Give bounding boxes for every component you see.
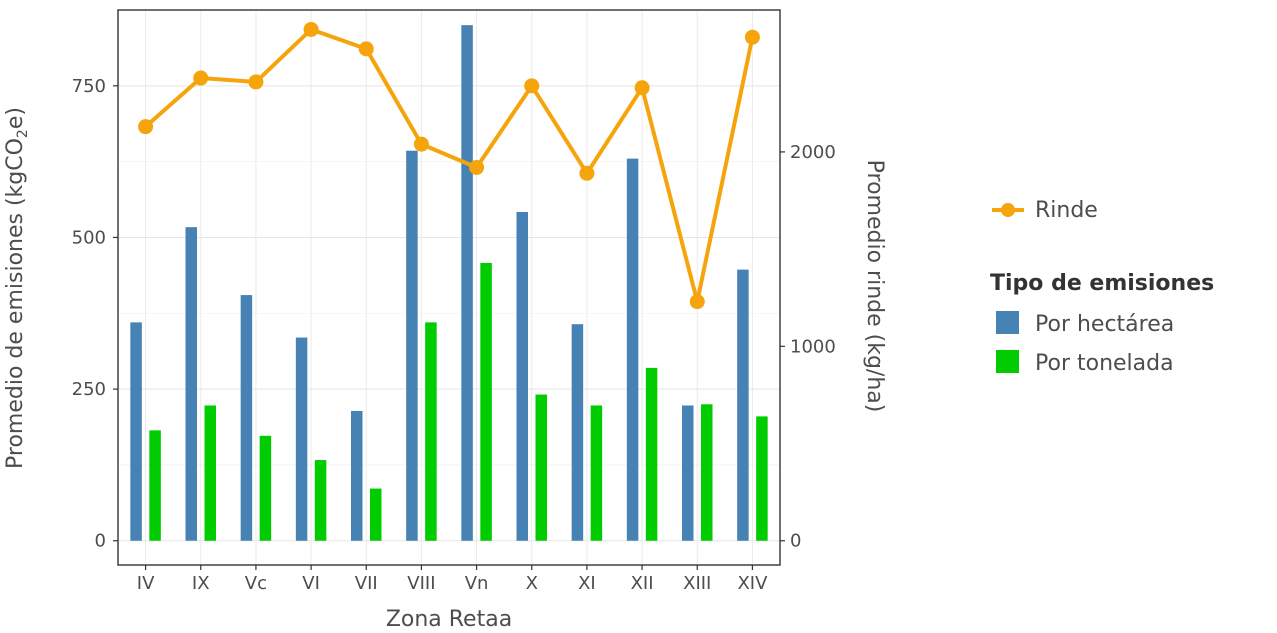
rinde-line-path <box>144 27 755 304</box>
bar-por-tonelada <box>701 404 713 541</box>
bar-por-hectarea <box>295 337 308 541</box>
bars <box>130 25 768 541</box>
y2-tick-label: 2000 <box>790 142 836 163</box>
bar-por-tonelada <box>314 460 327 541</box>
bar-por-hectarea <box>626 158 639 541</box>
panel-border <box>117 9 781 566</box>
x-tick-label: XIV <box>737 573 768 594</box>
bar-por-hectarea <box>571 324 584 541</box>
y-tick-label: 750 <box>72 76 106 97</box>
rinde-point <box>303 21 319 37</box>
bar-por-hectarea <box>737 269 749 541</box>
rinde-point <box>413 136 429 152</box>
bar-por-tonelada <box>370 488 382 541</box>
rinde-point <box>579 165 595 181</box>
grid <box>118 10 780 565</box>
bar-por-hectarea <box>682 405 694 541</box>
bar-por-tonelada <box>259 435 272 541</box>
y-tick-label: 0 <box>95 531 106 552</box>
legend-title: Tipo de emisiones <box>990 271 1214 296</box>
legend-swatch-por-tonelada <box>996 350 1019 373</box>
y-tick-label: 500 <box>72 227 106 248</box>
bar-por-tonelada <box>590 405 603 541</box>
bar-por-tonelada <box>425 322 437 541</box>
y-tick-label: 250 <box>72 379 106 400</box>
y2-tick-label: 1000 <box>790 336 836 357</box>
rinde-point <box>744 29 760 45</box>
y-axis-title-main: Promedio de emisiones (kgCO <box>3 138 28 469</box>
bar-por-hectarea <box>406 150 418 541</box>
legend-swatch-por-hectarea <box>996 311 1019 334</box>
y-axis-title-subscript: 2 <box>15 129 31 138</box>
rinde-line <box>138 21 760 310</box>
legend-label-por-hectarea: Por hectárea <box>1035 312 1174 337</box>
rinde-point <box>248 74 264 90</box>
x-tick-label: Vc <box>245 573 267 594</box>
rinde-point <box>524 78 540 94</box>
rinde-point <box>138 119 154 135</box>
bar-por-hectarea <box>351 410 363 541</box>
y2-tick-label: 0 <box>790 531 801 552</box>
y-axis-ticks: 0 250 500 750 <box>72 76 118 552</box>
x-axis-title: Zona Retaa <box>386 607 512 632</box>
x-tick-label: VIII <box>407 573 435 594</box>
bar-por-hectarea <box>240 295 253 541</box>
x-tick-label: VII <box>355 573 378 594</box>
y-axis-title: Promedio de emisiones (kgCO2e) <box>3 107 31 469</box>
x-tick-label: XI <box>578 573 596 594</box>
legend: Rinde Tipo de emisiones Por hectárea Por… <box>990 198 1214 376</box>
x-tick-label: VI <box>302 573 320 594</box>
y2-axis-ticks: 0 1000 2000 <box>780 142 836 552</box>
rinde-point <box>689 294 705 310</box>
bar-por-tonelada <box>149 430 161 541</box>
bar-por-tonelada <box>535 394 547 541</box>
rinde-point <box>193 70 209 86</box>
bar-por-tonelada <box>204 405 216 541</box>
x-tick-label: IV <box>137 573 155 594</box>
legend-rinde-label: Rinde <box>1035 198 1098 223</box>
legend-label-por-tonelada: Por tonelada <box>1035 351 1174 376</box>
x-tick-label: XIII <box>683 573 711 594</box>
y2-axis-title: Promedio rinde (kg/ha) <box>862 160 887 413</box>
bar-por-tonelada <box>480 262 492 541</box>
x-tick-label: X <box>526 573 538 594</box>
bar-por-tonelada <box>756 416 768 541</box>
bar-por-hectarea <box>516 211 528 541</box>
rinde-point <box>469 159 485 175</box>
x-tick-label: IX <box>192 573 210 594</box>
x-tick-label: XII <box>631 573 654 594</box>
bar-por-hectarea <box>461 25 473 541</box>
x-axis-ticks: IV IX Vc VI VII VIII Vn X XI XII XIII XIV <box>137 565 768 594</box>
y-axis-title-end: e) <box>3 107 28 129</box>
x-tick-label: Vn <box>465 573 489 594</box>
bar-por-hectarea <box>130 322 142 541</box>
legend-rinde-point-key <box>1001 203 1015 217</box>
bar-por-tonelada <box>645 367 658 541</box>
bar-por-hectarea <box>185 227 197 541</box>
rinde-point <box>634 80 650 96</box>
rinde-point <box>358 41 374 57</box>
